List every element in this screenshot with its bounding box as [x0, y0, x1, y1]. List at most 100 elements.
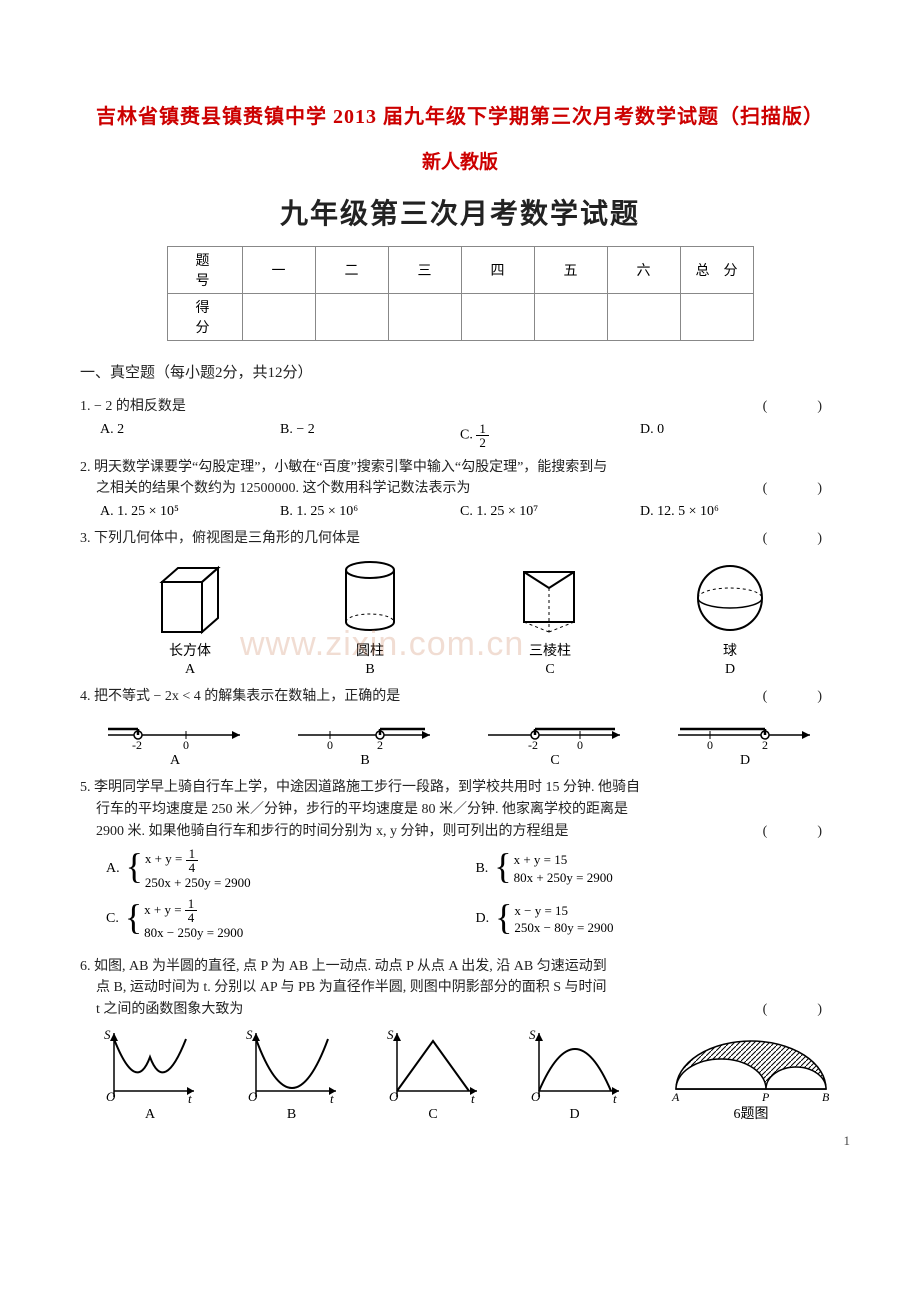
- q6-fig-a: S O t A: [100, 1027, 200, 1123]
- answer-bracket: ( ): [763, 686, 840, 708]
- q2-opt-a: A. 1. 25 × 10⁵: [100, 504, 270, 520]
- svg-text:0: 0: [577, 738, 583, 752]
- svg-text:O: O: [106, 1089, 116, 1104]
- q2-opt-d: D. 12. 5 × 10⁶: [640, 504, 810, 520]
- q2-opt-b: B. 1. 25 × 10⁶: [280, 504, 450, 520]
- q3-fig-cuboid: 长方体 A: [100, 562, 280, 678]
- q5-opt-a: A.{ x + y = 14 250x + 250y = 2900: [106, 847, 475, 892]
- q1-opt-b: B. − 2: [280, 422, 450, 449]
- svg-text:S: S: [529, 1027, 536, 1042]
- q3-figures: 长方体 A 圆柱 B 三棱柱 C: [100, 558, 820, 678]
- q1-opt-c: C. 12: [460, 422, 630, 449]
- cell: [315, 294, 388, 341]
- cell: 题 号: [167, 247, 242, 294]
- cuboid-icon: [150, 562, 230, 638]
- cell: 总 分: [680, 247, 753, 294]
- opt-label: D: [640, 662, 820, 678]
- opt-label: B: [290, 753, 440, 769]
- graph-d-icon: S O t: [525, 1027, 625, 1105]
- q2-line1: 2. 明天数学课要学“勾股定理”，小敏在“百度”搜索引擎中输入“勾股定理”，能搜…: [80, 460, 607, 475]
- cell: [461, 294, 534, 341]
- svg-text:0: 0: [183, 738, 189, 752]
- svg-text:t: t: [471, 1091, 475, 1105]
- section-1-title: 一、真空题（每小题2分，共12分）: [80, 361, 860, 382]
- svg-text:-2: -2: [132, 738, 142, 752]
- fig-label: 长方体: [100, 640, 280, 660]
- svg-text:2: 2: [762, 738, 768, 752]
- q3-stem: 3. 下列几何体中，俯视图是三角形的几何体是 ( ): [80, 528, 840, 550]
- q2-options: A. 1. 25 × 10⁵ B. 1. 25 × 10⁶ C. 1. 25 ×…: [100, 504, 840, 520]
- q1-stem: 1. − 2 的相反数是 ( ): [80, 396, 840, 418]
- answer-bracket: ( ): [763, 821, 840, 843]
- svg-text:0: 0: [707, 738, 713, 752]
- svg-text:B: B: [822, 1090, 830, 1101]
- q6-figures: S O t A S O t B: [100, 1027, 836, 1123]
- svg-text:A: A: [671, 1090, 680, 1101]
- q4-fig-c: -2 0 C: [480, 713, 630, 769]
- cell: [680, 294, 753, 341]
- opt-label: D: [525, 1107, 625, 1123]
- score-table: 题 号 一 二 三 四 五 六 总 分 得 分: [167, 246, 754, 341]
- svg-text:S: S: [387, 1027, 394, 1042]
- q3-text: 3. 下列几何体中，俯视图是三角形的几何体是: [80, 531, 360, 546]
- fig-label: 三棱柱: [460, 640, 640, 660]
- q6-fig-main: A P B 6题图: [666, 1031, 836, 1123]
- cell: 六: [607, 247, 680, 294]
- header-subtitle: 新人教版: [60, 147, 860, 174]
- q1-opt-d: D. 0: [640, 422, 810, 449]
- fig-label: 圆柱: [280, 640, 460, 660]
- q3-fig-cylinder: 圆柱 B: [280, 558, 460, 678]
- numberline-b-icon: 0 2: [290, 713, 440, 753]
- numberline-c-icon: -2 0: [480, 713, 630, 753]
- q5-stem: 5. 李明同学早上骑自行车上学，中途因道路施工步行一段路，到学校共用时 15 分…: [80, 777, 840, 842]
- q6-line1: 6. 如图, AB 为半圆的直径, 点 P 为 AB 上一动点. 动点 P 从点…: [80, 959, 607, 974]
- q1-opt-a: A. 2: [100, 422, 270, 449]
- answer-bracket: ( ): [763, 478, 840, 500]
- q1-options: A. 2 B. − 2 C. 12 D. 0: [100, 422, 840, 449]
- opt-label: B: [280, 662, 460, 678]
- cell: [534, 294, 607, 341]
- q2-opt-c: C. 1. 25 × 10⁷: [460, 504, 630, 520]
- q4-text: 4. 把不等式 − 2x < 4 的解集表示在数轴上，正确的是: [80, 689, 400, 704]
- table-row: 得 分: [167, 294, 753, 341]
- q3-fig-sphere: 球 D: [640, 558, 820, 678]
- triprism-icon: [510, 558, 590, 638]
- answer-bracket: ( ): [763, 999, 840, 1021]
- graph-b-icon: S O t: [242, 1027, 342, 1105]
- svg-text:-2: -2: [528, 738, 538, 752]
- sphere-icon: [690, 558, 770, 638]
- opt-label: A: [100, 662, 280, 678]
- q6-stem: 6. 如图, AB 为半圆的直径, 点 P 为 AB 上一动点. 动点 P 从点…: [80, 956, 840, 1021]
- q5-line1: 5. 李明同学早上骑自行车上学，中途因道路施工步行一段路，到学校共用时 15 分…: [80, 780, 640, 795]
- svg-text:t: t: [330, 1091, 334, 1105]
- q5-line3: 2900 米. 如果他骑自行车和步行的时间分别为 x, y 分钟，则可列出的方程…: [96, 824, 569, 839]
- cell: 得 分: [167, 294, 242, 341]
- header-title: 吉林省镇赉县镇赉镇中学 2013 届九年级下学期第三次月考数学试题（扫描版）: [60, 100, 860, 129]
- q6-fig-b: S O t B: [242, 1027, 342, 1123]
- svg-text:P: P: [761, 1090, 770, 1101]
- page-number: 1: [844, 1133, 851, 1149]
- opt-label: C: [480, 753, 630, 769]
- cell: 三: [388, 247, 461, 294]
- semicircle-diagram-icon: A P B: [666, 1031, 836, 1101]
- fig-caption: 6题图: [666, 1103, 836, 1123]
- table-row: 题 号 一 二 三 四 五 六 总 分: [167, 247, 753, 294]
- q5-opt-d: D.{ x − y = 15 250x − 80y = 2900: [475, 897, 844, 942]
- q2-line2: 之相关的结果个数约为 12500000. 这个数用科学记数法表示为: [96, 481, 471, 496]
- q5-options: A.{ x + y = 14 250x + 250y = 2900 B.{ x …: [106, 847, 860, 948]
- cell: 五: [534, 247, 607, 294]
- svg-text:0: 0: [327, 738, 333, 752]
- graph-a-icon: S O t: [100, 1027, 200, 1105]
- svg-text:O: O: [248, 1089, 258, 1104]
- q4-fig-b: 0 2 B: [290, 713, 440, 769]
- q2-stem: 2. 明天数学课要学“勾股定理”，小敏在“百度”搜索引擎中输入“勾股定理”，能搜…: [80, 457, 840, 500]
- numberline-a-icon: -2 0: [100, 713, 250, 753]
- q1-text: 1. − 2 的相反数是: [80, 399, 186, 414]
- svg-text:O: O: [531, 1089, 541, 1104]
- q6-fig-d: S O t D: [525, 1027, 625, 1123]
- q6-line3: t 之间的函数图象大致为: [96, 1002, 243, 1017]
- q5-opt-b: B.{ x + y = 15 80x + 250y = 2900: [475, 847, 844, 892]
- cylinder-icon: [335, 558, 405, 638]
- exam-title: 九年级第三次月考数学试题: [60, 192, 860, 232]
- q4-fig-a: -2 0 A: [100, 713, 250, 769]
